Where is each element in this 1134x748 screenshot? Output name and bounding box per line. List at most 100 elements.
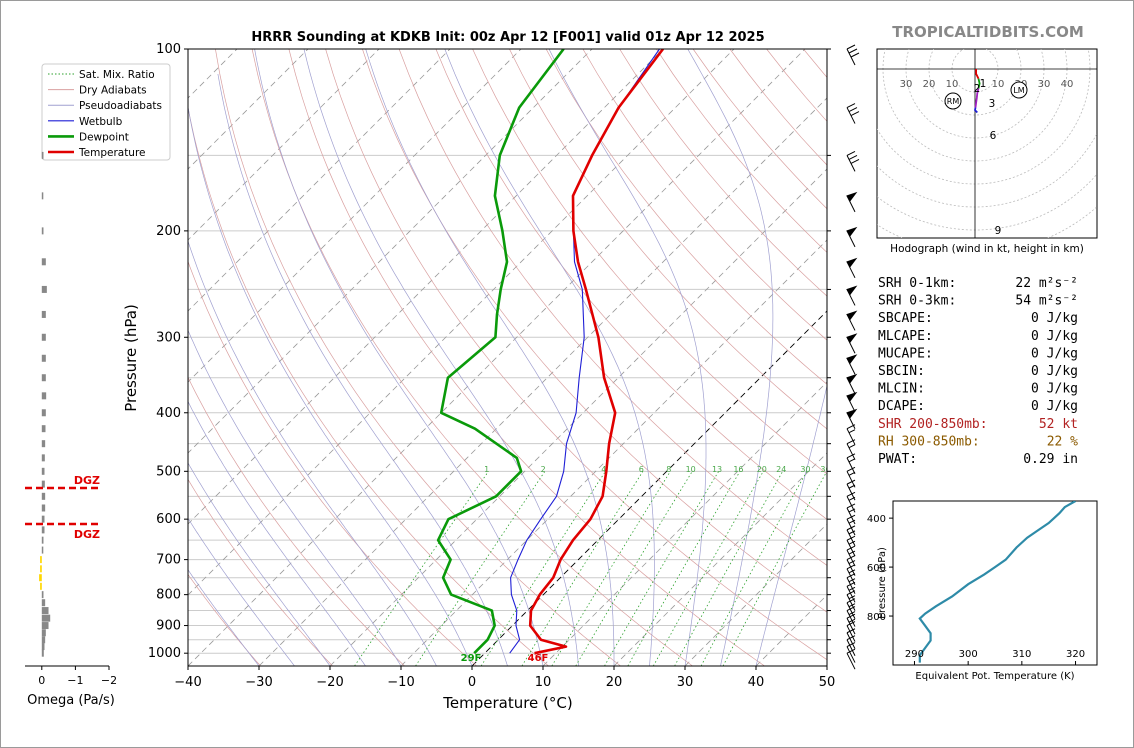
hodograph-trace: [974, 88, 980, 108]
hodograph-height-label: 9: [995, 225, 1002, 237]
x-tick-label: −10: [387, 675, 414, 690]
dgz-upper-label: DGZ: [74, 474, 100, 487]
omega-bar: [41, 192, 44, 200]
legend-label: Dewpoint: [79, 131, 129, 143]
dry-adiabat: [362, 49, 827, 613]
index-value: 0 J/kg: [1031, 364, 1078, 379]
omega-bar: [41, 151, 44, 159]
legend-label: Sat. Mix. Ratio: [79, 69, 155, 81]
y-tick-label: 800: [156, 588, 181, 603]
omega-bar: [41, 526, 45, 534]
wind-barbs: [846, 44, 860, 670]
dry-adiabat: [545, 49, 827, 385]
index-value: 0 J/kg: [1031, 346, 1078, 361]
wind-barb: [846, 333, 858, 354]
hodograph-ring-label: 30: [900, 79, 913, 90]
y-tick-label: 900: [156, 619, 181, 634]
index-value: 0.29 in: [1023, 452, 1078, 467]
omega-bar: [40, 582, 42, 590]
omega-bar: [41, 546, 44, 554]
rm-label: RM: [947, 97, 960, 106]
chart-title: HRRR Sounding at KDKB Init: 00z Apr 12 […: [251, 30, 764, 45]
pseudoadiabat: [188, 329, 402, 666]
x-tick-label: −20: [316, 675, 343, 690]
isotherm: [188, 49, 806, 666]
hodograph-ring-label: 40: [1061, 79, 1074, 90]
wind-barb: [846, 191, 858, 213]
dry-adiabat: [188, 376, 405, 666]
hodograph-height-label: 6: [990, 130, 997, 142]
hodograph-trace: [974, 107, 978, 114]
y-tick-label: 700: [156, 553, 181, 568]
hodograph-caption: Hodograph (wind in kt, height in km): [890, 243, 1084, 255]
pseudoadiabat: [365, 49, 615, 666]
hodograph-ring-label: 20: [923, 79, 936, 90]
lm-marker: [1010, 81, 1028, 99]
dry-adiabat: [325, 49, 827, 661]
dry-adiabat: [509, 49, 827, 430]
y-axis-label: Pressure (hPa): [122, 304, 140, 412]
theta-e-x-tick-label: 320: [1066, 649, 1085, 660]
dry-adiabat: [215, 49, 621, 666]
index-name: MLCIN:: [878, 382, 925, 397]
mixing-ratio-label: 2: [541, 465, 546, 474]
theta-e-panel: 290 300 310 320 400 600 800 Equivalent Pot. Tem…: [867, 500, 1098, 682]
dry-adiabat: [288, 49, 765, 666]
y-tick-label: 300: [156, 330, 181, 345]
omega-bar: [41, 354, 46, 362]
y-tick-label: 500: [156, 464, 181, 479]
lm-label: LM: [1013, 86, 1024, 95]
index-name: SBCIN:: [878, 364, 925, 379]
mixing-ratio-label: 6: [639, 465, 644, 474]
index-value: 54 m²s⁻²: [1015, 294, 1078, 309]
omega-bar: [41, 425, 46, 433]
index-value: 52 kt: [1039, 417, 1078, 432]
index-name: MLCAPE:: [878, 329, 933, 344]
mixing-ratio-line: [551, 471, 671, 666]
omega-bar: [40, 556, 42, 564]
wind-barb: [846, 564, 856, 586]
omega-bar: [41, 454, 45, 462]
mixing-ratio-label: 16: [733, 465, 743, 474]
omega-tick-label: −1: [67, 674, 83, 687]
isotherm: [400, 239, 827, 666]
mixing-ratio-label: 36: [820, 465, 830, 474]
dry-adiabat: [188, 260, 477, 666]
omega-tick-label: −2: [101, 674, 117, 687]
wind-barb: [846, 373, 858, 394]
omega-bar: [41, 440, 46, 448]
mixing-ratio-label: 20: [757, 465, 767, 474]
surface-temperature-label: 46F: [528, 653, 549, 664]
hodograph-height-label: 2: [974, 83, 981, 95]
x-tick-label: 10: [535, 675, 552, 690]
omega-axis-label: Omega (Pa/s): [27, 693, 115, 708]
wind-barb: [846, 598, 856, 619]
wind-barb: [846, 479, 856, 501]
wind-barb: [846, 635, 856, 656]
x-tick-label: 0: [468, 675, 476, 690]
mixing-ratio-line: [415, 471, 546, 666]
mixing-ratio-label: 30: [800, 465, 810, 474]
dry-adiabat: [582, 49, 827, 341]
mixing-ratio-label: 8: [666, 465, 671, 474]
theta-e-x-tick-label: 290: [905, 649, 924, 660]
theta-e-line: [918, 501, 1077, 663]
wind-barb: [846, 310, 858, 331]
hodograph-height-label: 3: [989, 98, 996, 110]
pseudoadiabat: [755, 384, 827, 666]
omega-bar: [41, 629, 46, 637]
wind-barb: [846, 606, 856, 627]
legend-label: Dry Adiabats: [79, 85, 147, 97]
pseudoadiabat: [188, 462, 331, 666]
hodograph-ring-label: 10: [992, 79, 1005, 90]
dry-adiabat: [398, 49, 827, 566]
omega-bar: [40, 565, 42, 573]
omega-bar: [41, 409, 46, 417]
mixing-ratio-line: [722, 471, 827, 666]
omega-tick-label: 0: [38, 674, 45, 687]
surface-dewpoint-label: 29F: [461, 653, 482, 664]
hodograph-height-label: 1: [980, 78, 987, 90]
dewpoint-line: [436, 49, 565, 655]
legend-label: Temperature: [78, 147, 146, 159]
